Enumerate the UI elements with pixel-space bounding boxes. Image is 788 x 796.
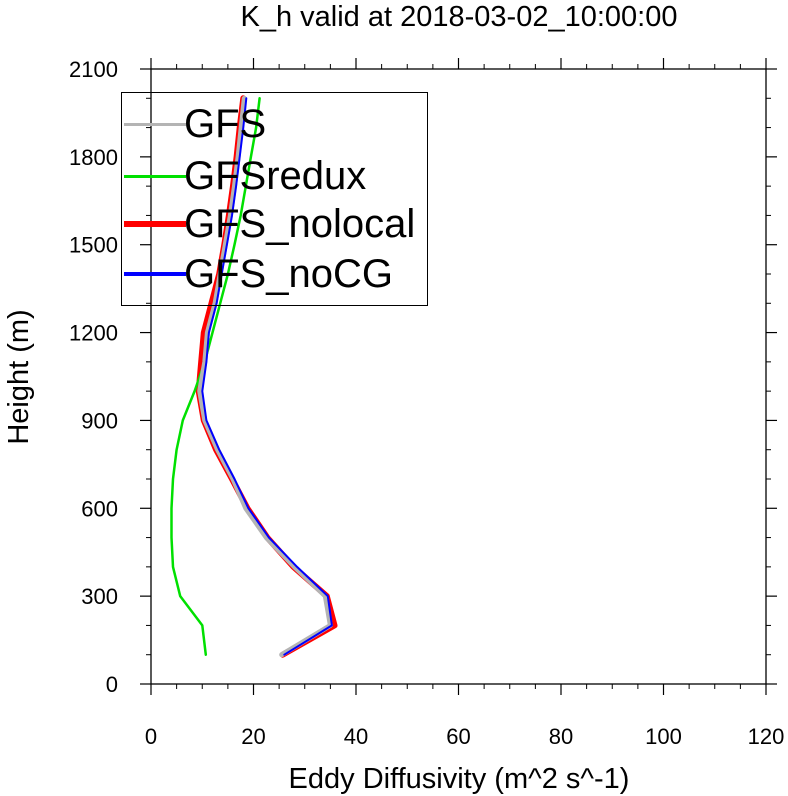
y-tick-label: 1200: [69, 321, 118, 346]
legend-entry-gfs: GFS: [122, 97, 427, 151]
chart-title: K_h valid at 2018-03-02_10:00:00: [241, 1, 678, 33]
legend-label-gfs-nocg: GFS_noCG: [184, 252, 393, 296]
series-lines: [170, 95, 338, 658]
series-line-gfs: [197, 95, 333, 658]
x-tick-label: 120: [748, 724, 785, 749]
x-tick-label: 0: [145, 724, 157, 749]
x-tick-label: 20: [241, 724, 265, 749]
y-tick-label: 2100: [69, 57, 118, 82]
y-tick-label: 1800: [69, 145, 118, 170]
legend-entry-gfs-nocg: GFS_noCG: [122, 247, 427, 301]
legend-label-gfs: GFS: [184, 102, 267, 146]
x-axis-label: Eddy Diffusivity (m^2 s^-1): [289, 763, 630, 795]
plot-frame: [150, 68, 767, 685]
y-tick-label: 600: [81, 496, 118, 521]
legend-swatch-gfsredux: [124, 175, 186, 178]
x-tick-label: 60: [446, 724, 470, 749]
x-tick-label: 100: [645, 724, 682, 749]
series-line-gfsredux: [170, 97, 261, 656]
series-line-gfs-nocg: [201, 97, 333, 656]
legend-swatch-gfs-nolocal: [124, 221, 186, 227]
y-tick-label: 300: [81, 584, 118, 609]
legend-entry-gfs-nolocal: GFS_nolocal: [122, 197, 427, 251]
y-tick-label: 1500: [69, 233, 118, 258]
y-axis-label: Height (m): [3, 309, 35, 444]
legend-label-gfsredux: GFSredux: [184, 154, 367, 198]
y-tick-label: 900: [81, 408, 118, 433]
legend-label-gfs-nolocal: GFS_nolocal: [184, 202, 416, 246]
x-tick-label: 40: [344, 724, 368, 749]
legend-swatch-gfs: [124, 123, 186, 126]
legend-swatch-gfs-nocg: [124, 272, 186, 276]
axis-ticks: 0 20 40 60 80 100 1200300600900120015001800210…: [69, 57, 784, 749]
legend: GFS GFSredux GFS_nolocal GFS_noCG: [121, 92, 428, 306]
x-tick-label: 80: [549, 724, 573, 749]
y-tick-label: 0: [106, 672, 118, 697]
legend-entry-gfsredux: GFSredux: [122, 149, 427, 203]
